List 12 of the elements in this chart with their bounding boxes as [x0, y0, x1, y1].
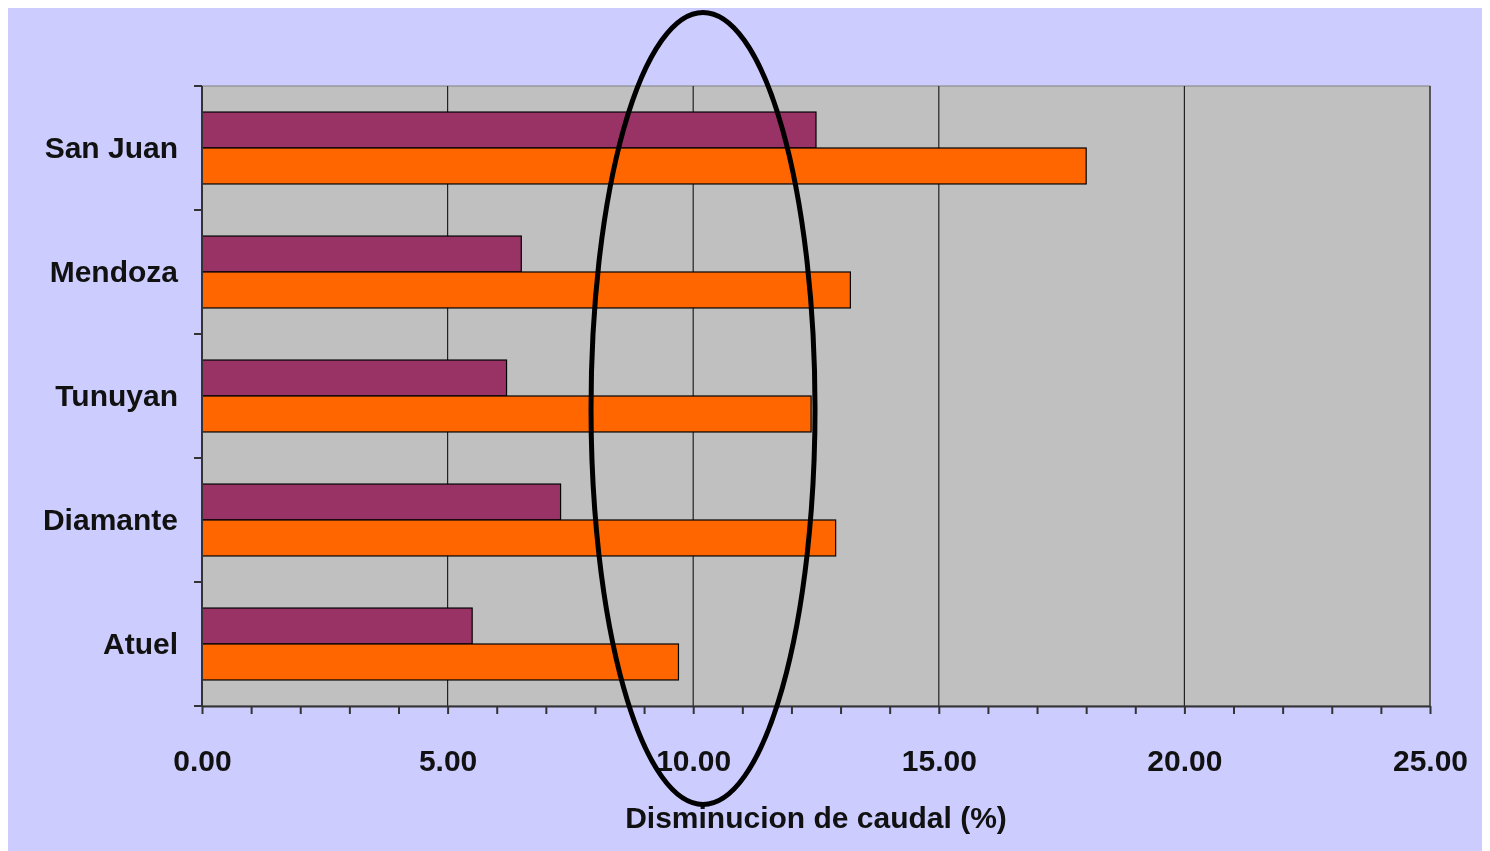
y-tick-label: Mendoza — [49, 255, 179, 288]
y-tick-label: San Juan — [44, 131, 178, 164]
y-tick-label: Diamante — [42, 503, 178, 536]
x-tick-label: 25.00 — [1392, 744, 1469, 778]
y-tick-label: Tunuyan — [55, 379, 178, 412]
x-tick-label: 20.00 — [1147, 744, 1223, 778]
x-tick-label: 15.00 — [901, 744, 977, 778]
y-tick-label: Atuel — [103, 627, 178, 660]
x-tick-label: 10.00 — [656, 744, 732, 778]
x-axis-title: Disminucion de caudal (%) — [625, 801, 1007, 834]
x-tick-label: 5.00 — [418, 744, 478, 778]
x-tick-label: 0.00 — [173, 744, 232, 778]
